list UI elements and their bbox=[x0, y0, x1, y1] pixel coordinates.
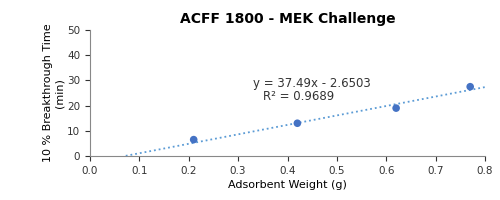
Point bbox=[190, 138, 198, 141]
Point bbox=[392, 107, 400, 110]
Point bbox=[466, 85, 474, 88]
Point bbox=[294, 122, 302, 125]
X-axis label: Adsorbent Weight (g): Adsorbent Weight (g) bbox=[228, 180, 347, 190]
Y-axis label: 10 % Breakthrough Time
(min): 10 % Breakthrough Time (min) bbox=[43, 24, 64, 162]
Text: y = 37.49x - 2.6503: y = 37.49x - 2.6503 bbox=[253, 77, 370, 90]
Text: R² = 0.9689: R² = 0.9689 bbox=[263, 90, 334, 103]
Title: ACFF 1800 - MEK Challenge: ACFF 1800 - MEK Challenge bbox=[180, 12, 396, 26]
